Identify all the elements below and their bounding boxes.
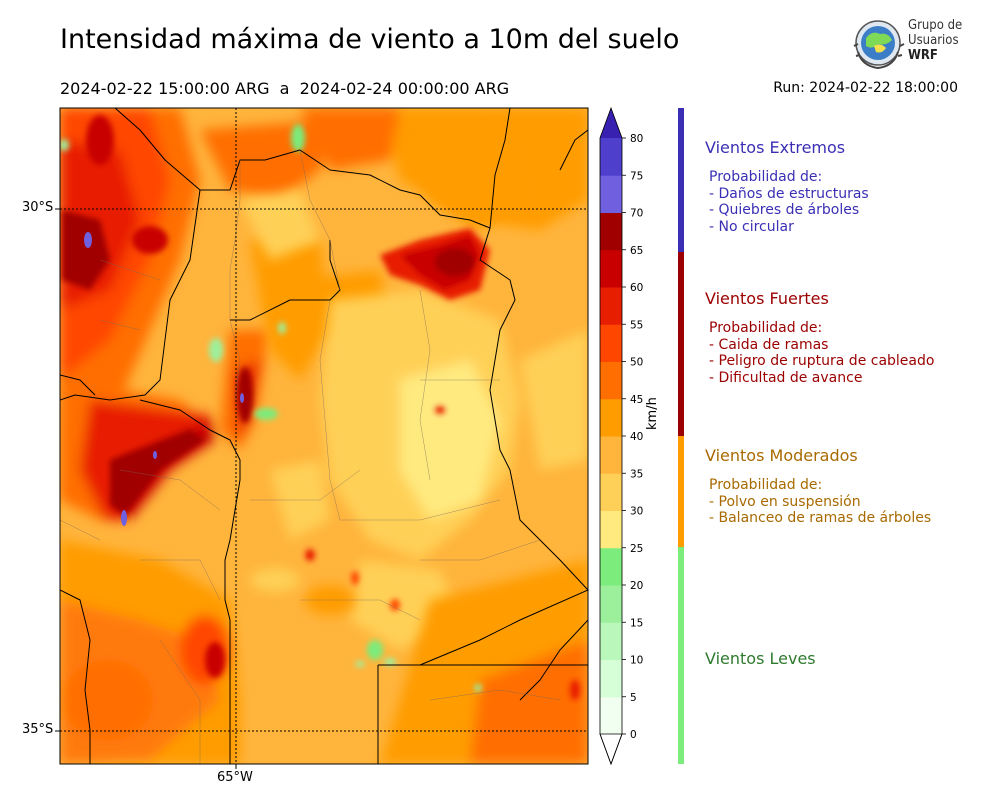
- colorbar-band: [600, 398, 622, 437]
- colorbar-band: [600, 324, 622, 362]
- colorbar-unit-label: km/h: [645, 397, 660, 430]
- category-bar-segment: [678, 436, 684, 547]
- forecast-period: 2024-02-22 15:00:00 ARG a 2024-02-24 00:…: [60, 79, 510, 98]
- colorbar-tick-label: 15: [630, 617, 643, 629]
- lon-label-65w: 65°W: [217, 770, 253, 785]
- colorbar-band: [600, 547, 622, 586]
- colorbar-band: [600, 473, 622, 511]
- colorbar-tick-label: 45: [630, 394, 643, 406]
- map-frame: [59, 107, 589, 765]
- colorbar-tick-label: 50: [630, 357, 643, 369]
- category-desc: Probabilidad de: - Polvo en suspensión -…: [709, 477, 932, 526]
- colorbar-extend-bottom: [599, 733, 623, 766]
- colorbar-tick-label: 20: [630, 580, 643, 592]
- colorbar-band: [600, 659, 622, 698]
- colorbar-band: [600, 249, 622, 288]
- colorbar-band: [600, 436, 622, 474]
- colorbar-ticks: 0 5 10 15 20 25 30 35 40 45 50 55 60 65 70 75 80: [622, 133, 643, 741]
- category-bar-segment: [678, 547, 684, 764]
- wind-field: [60, 108, 588, 764]
- colorbar-band: [600, 175, 622, 213]
- category-extreme: Vientos Extremos Probabilidad de: - Daño…: [705, 138, 869, 235]
- category-strong: Vientos Fuertes Probabilidad de: - Caida…: [705, 289, 934, 386]
- category-bar-segment: [678, 108, 684, 252]
- category-desc: Probabilidad de: - Daños de estructuras …: [709, 169, 869, 235]
- map-title: Intensidad máxima de viento a 10m del su…: [60, 24, 680, 55]
- colorbar-band: [600, 287, 622, 325]
- colorbar-tick-label: 75: [630, 170, 643, 182]
- category-bar-segment: [678, 252, 684, 436]
- colorbar-band: [600, 622, 622, 660]
- colorbar-tick-label: 10: [630, 655, 643, 667]
- model-run-time: Run: 2024-02-22 18:00:00: [773, 80, 958, 96]
- colorbar-tick-label: 55: [630, 319, 643, 331]
- colorbar-band: [600, 696, 622, 735]
- colorbar-band: [600, 510, 622, 549]
- colorbar-tick-label: 40: [630, 431, 643, 443]
- colorbar-tick-label: 25: [630, 543, 643, 555]
- colorbar-tick-label: 30: [630, 506, 643, 518]
- logo-text: Grupo de Usuarios WRF: [908, 18, 963, 63]
- lat-label-30s: 30°S: [22, 200, 54, 215]
- colorbar-tick-label: 0: [630, 729, 637, 741]
- category-bar: [678, 108, 684, 764]
- colorbar-band: [600, 361, 622, 400]
- colorbar-extend-top: [600, 108, 622, 138]
- colorbar-band: [600, 585, 622, 623]
- category-title: Vientos Fuertes: [705, 289, 829, 308]
- wrf-logo: Grupo de Usuarios WRF: [848, 16, 968, 72]
- category-light: Vientos Leves: [705, 649, 816, 668]
- colorbar-tick-label: 70: [630, 208, 643, 220]
- colorbar: [599, 106, 623, 766]
- category-title: Vientos Moderados: [705, 446, 858, 465]
- globe-seal-icon: [853, 20, 905, 70]
- colorbar-tick-label: 35: [630, 468, 643, 480]
- category-desc: Probabilidad de: - Caida de ramas - Peli…: [709, 320, 935, 386]
- lat-label-35s: 35°S: [22, 722, 54, 737]
- colorbar-tick-label: 60: [630, 282, 643, 294]
- colorbar-tick-label: 5: [630, 692, 637, 704]
- colorbar-tick-label: 65: [630, 245, 643, 257]
- category-moderate: Vientos Moderados Probabilidad de: - Pol…: [705, 446, 931, 527]
- category-title: Vientos Extremos: [705, 138, 846, 157]
- category-title: Vientos Leves: [705, 649, 816, 668]
- colorbar-band: [600, 138, 622, 176]
- colorbar-tick-label: 80: [630, 133, 643, 145]
- colorbar-band: [600, 212, 622, 251]
